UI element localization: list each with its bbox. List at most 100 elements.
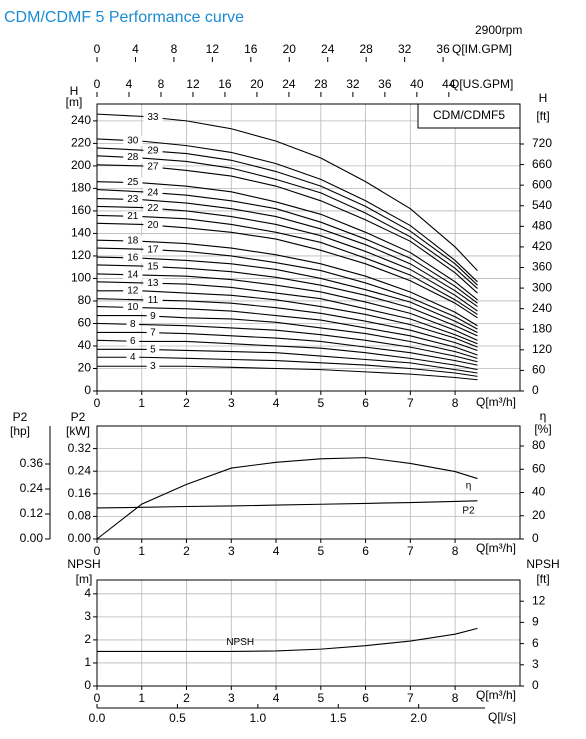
curve-label: 5 xyxy=(150,344,156,355)
x-axis-title: Q[m³/h] xyxy=(476,541,516,555)
y3-tick-label: 0.00 xyxy=(20,531,44,545)
x-tick-label: 3 xyxy=(228,544,235,558)
curve-label: 16 xyxy=(127,253,139,264)
curve-label: NPSH xyxy=(226,637,254,648)
y2-tick-label: 20 xyxy=(532,508,546,522)
curve-label: 21 xyxy=(127,211,139,222)
curve-label-bg xyxy=(143,278,163,289)
curve-label-bg xyxy=(146,361,160,372)
plot-frame xyxy=(96,103,521,392)
curve xyxy=(97,290,478,348)
y3-tick-label: 0.24 xyxy=(20,481,44,495)
y-tick-label: 180 xyxy=(71,181,91,195)
curve-label: η xyxy=(466,480,472,491)
y2-tick-label: 600 xyxy=(532,177,552,191)
x-tick-label: 5 xyxy=(317,396,324,410)
y2-axis-unit: [%] xyxy=(534,422,551,436)
model-label: CDM/CDMF5 xyxy=(433,108,505,122)
curve xyxy=(96,147,478,286)
x-tick-label: 0 xyxy=(94,691,101,705)
curve xyxy=(96,214,478,315)
y2-tick-label: 120 xyxy=(532,342,552,356)
x-tick-label: 8 xyxy=(452,396,459,410)
curve-label: 27 xyxy=(147,162,159,173)
curve-label-bg xyxy=(143,112,163,123)
x-tick-label: 2 xyxy=(183,544,190,558)
y-tick-label: 160 xyxy=(71,203,91,217)
curve-label-bg xyxy=(143,162,163,173)
y-axis-unit: [m] xyxy=(76,572,93,586)
curve-label: 23 xyxy=(127,194,139,205)
bottom-tick-label: 1.0 xyxy=(249,711,266,725)
curve-label: 29 xyxy=(147,146,159,157)
y-tick-label: 200 xyxy=(71,158,91,172)
curve xyxy=(97,331,478,366)
top-tick-label: 0 xyxy=(94,77,101,91)
x-tick-label: 3 xyxy=(228,691,235,705)
x-tick-label: 6 xyxy=(362,691,369,705)
y-tick-label: 0.16 xyxy=(68,486,92,500)
curve-label: P2 xyxy=(462,506,475,517)
top-tick-label: 20 xyxy=(283,42,297,56)
y-axis-title: H xyxy=(70,84,79,98)
y2-tick-label: 720 xyxy=(532,136,552,150)
x-tick-label: 6 xyxy=(362,544,369,558)
bottom-tick-label: 0.0 xyxy=(89,711,106,725)
curve-label-bg xyxy=(146,311,160,322)
top-tick-label: 20 xyxy=(250,77,264,91)
y3-tick-label: 0.12 xyxy=(20,506,44,520)
curve-label: 28 xyxy=(127,152,139,163)
x-axis-title: Q[m³/h] xyxy=(476,395,516,409)
y2-axis-title: NPSH xyxy=(526,557,559,571)
y2-tick-label: 80 xyxy=(532,438,546,452)
x-tick-label: 4 xyxy=(273,544,280,558)
y2-tick-label: 12 xyxy=(532,593,546,607)
y2-tick-label: 40 xyxy=(532,485,546,499)
plot-frame xyxy=(96,579,521,687)
top-axis-title: Q[IM.GPM] xyxy=(452,42,512,56)
curve-label: 14 xyxy=(127,269,139,280)
top-tick-label: 8 xyxy=(158,77,165,91)
curve xyxy=(96,339,478,371)
model-box xyxy=(417,103,521,129)
top-tick-label: 16 xyxy=(244,42,258,56)
curve-label-bg xyxy=(143,187,163,198)
y-tick-label: 220 xyxy=(71,136,91,150)
top-tick-label: 32 xyxy=(398,42,412,56)
x-tick-label: 1 xyxy=(138,396,145,410)
curve-label-bg xyxy=(143,244,163,255)
x-tick-label: 7 xyxy=(407,396,414,410)
curve xyxy=(96,500,478,509)
top-tick-label: 4 xyxy=(132,42,139,56)
y-tick-label: 120 xyxy=(71,248,91,262)
curve-label: 7 xyxy=(150,327,156,338)
curve-label-bg xyxy=(126,319,140,330)
top-tick-label: 32 xyxy=(346,77,360,91)
x-tick-label: 5 xyxy=(317,691,324,705)
x-tick-label: 1 xyxy=(138,691,145,705)
speed-label: 2900rpm xyxy=(475,23,522,37)
top-tick-label: 16 xyxy=(218,77,232,91)
curve xyxy=(96,256,478,333)
y-tick-label: 0.24 xyxy=(68,463,92,477)
y2-tick-label: 0 xyxy=(532,678,539,692)
top-tick-label: 24 xyxy=(321,42,335,56)
curve xyxy=(96,164,478,294)
x-tick-label: 7 xyxy=(407,544,414,558)
curve-label: 9 xyxy=(150,311,156,322)
curve-label-bg xyxy=(123,211,143,222)
y2-axis-title: H xyxy=(539,91,548,105)
top-tick-label: 0 xyxy=(94,42,101,56)
curve-label: 8 xyxy=(130,319,136,330)
bottom-tick-label: 2.0 xyxy=(410,711,427,725)
curve xyxy=(97,315,478,359)
curve-label: 25 xyxy=(127,177,139,188)
x-tick-label: 6 xyxy=(362,396,369,410)
y-tick-label: 4 xyxy=(84,586,91,600)
curve-label: 18 xyxy=(127,236,139,247)
y-axis-title: P2 xyxy=(71,410,86,424)
curve-label-bg xyxy=(146,344,160,355)
curve-label: 6 xyxy=(130,336,136,347)
